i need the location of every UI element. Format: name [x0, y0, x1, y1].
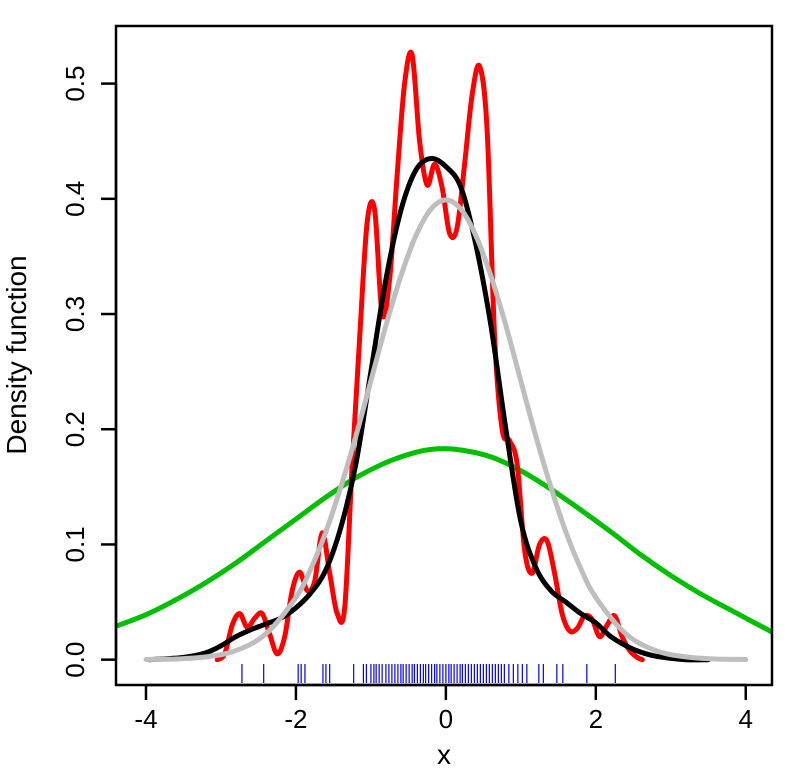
y-tick-label: 0.0: [60, 642, 90, 678]
x-tick-label: -4: [134, 704, 157, 734]
x-tick-label: -2: [284, 704, 307, 734]
series-line-red: [214, 49, 645, 663]
x-tick-label: 2: [589, 704, 603, 734]
y-axis: 0.0 0.1 0.2 0.3 0.4 0.5: [60, 66, 118, 678]
y-tick-label: 0.1: [60, 526, 90, 562]
x-axis-title: x: [437, 739, 451, 770]
series-layer: [116, 49, 772, 663]
series-line-black: [147, 155, 711, 663]
series-line-green: [116, 446, 772, 635]
series-line-gray: [143, 197, 749, 662]
y-tick-label: 0.3: [60, 296, 90, 332]
x-tick-label: 4: [739, 704, 753, 734]
x-axis: -4 -2 0 2 4: [134, 683, 753, 734]
y-tick-label: 0.5: [60, 66, 90, 102]
y-axis-title: Density function: [1, 255, 32, 454]
plot-frame: [114, 24, 774, 687]
x-tick-label: 0: [439, 704, 453, 734]
y-tick-label: 0.4: [60, 181, 90, 217]
rug-layer: [241, 664, 616, 683]
y-tick-label: 0.2: [60, 411, 90, 447]
